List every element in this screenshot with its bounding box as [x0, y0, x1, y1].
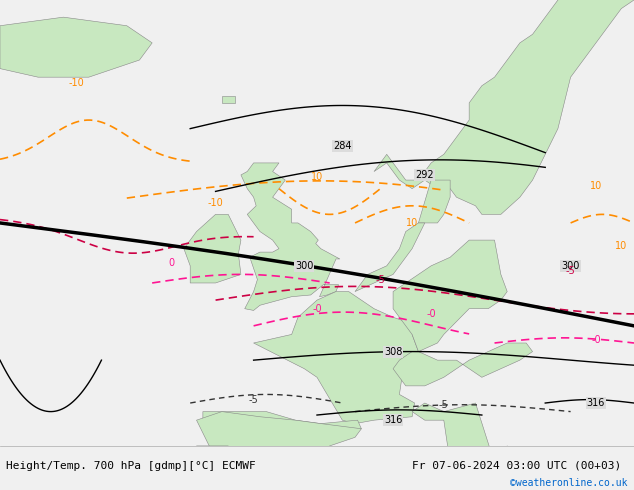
Text: 10: 10: [590, 181, 602, 191]
Text: 10: 10: [311, 172, 323, 182]
Text: -5: -5: [439, 400, 449, 410]
Text: -0: -0: [426, 309, 436, 319]
Text: -0: -0: [312, 304, 322, 314]
Text: -10: -10: [208, 198, 223, 208]
Text: Height/Temp. 700 hPa [gdmp][°C] ECMWF: Height/Temp. 700 hPa [gdmp][°C] ECMWF: [6, 461, 256, 471]
Text: 284: 284: [333, 141, 352, 151]
Text: 300: 300: [562, 261, 579, 271]
Text: -5: -5: [375, 275, 385, 285]
Text: 300: 300: [295, 261, 313, 271]
Text: -10: -10: [68, 78, 84, 88]
Text: 316: 316: [384, 415, 402, 425]
Text: 316: 316: [587, 398, 605, 408]
Text: 308: 308: [384, 346, 402, 357]
Text: -0: -0: [591, 335, 601, 345]
Text: -5: -5: [249, 395, 259, 405]
Text: 292: 292: [415, 170, 434, 180]
Text: Fr 07-06-2024 03:00 UTC (00+03): Fr 07-06-2024 03:00 UTC (00+03): [412, 461, 621, 471]
Text: 0: 0: [168, 258, 174, 268]
Text: ©weatheronline.co.uk: ©weatheronline.co.uk: [510, 478, 628, 488]
Text: -5: -5: [566, 267, 576, 276]
Text: 10: 10: [406, 219, 418, 228]
Text: 10: 10: [615, 241, 628, 251]
